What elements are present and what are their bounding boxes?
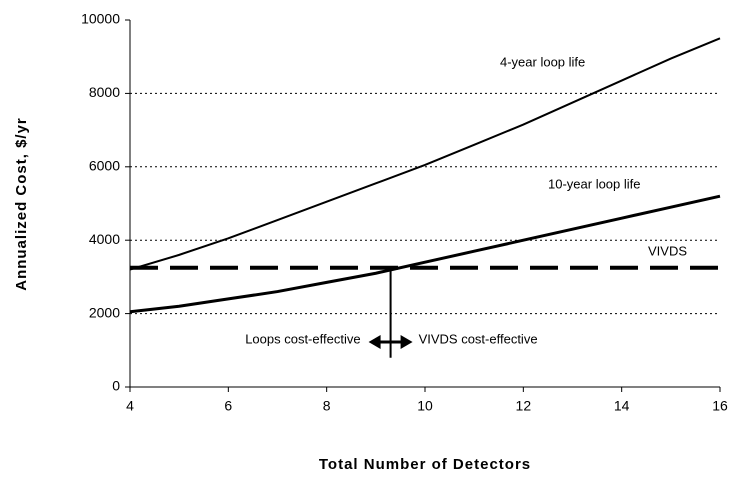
x-axis-title: Total Number of Detectors: [319, 456, 531, 473]
x-tick-label: 8: [323, 398, 331, 414]
arrow-head: [368, 335, 381, 349]
x-tick-label: 10: [417, 398, 433, 414]
y-axis-title: Annualized Cost, $/yr: [13, 117, 30, 291]
x-tick-label: 4: [126, 398, 134, 414]
series-line: [129, 194, 721, 314]
series-label: VIVDS: [648, 243, 687, 258]
y-tick-label: 10000: [81, 11, 120, 27]
y-tick-label: 4000: [89, 231, 120, 247]
x-tick-label: 6: [224, 398, 232, 414]
x-tick-label: 16: [712, 398, 728, 414]
series-label: 4-year loop life: [500, 54, 585, 69]
annotation: VIVDS cost-effective: [419, 331, 538, 346]
y-tick-label: 8000: [89, 84, 120, 100]
annotation: Loops cost-effective: [245, 331, 360, 346]
x-tick-label: 12: [516, 398, 532, 414]
y-tick-label: 2000: [89, 304, 120, 320]
y-tick-label: 0: [112, 378, 120, 394]
series-label: 10-year loop life: [548, 176, 641, 191]
arrow-head: [400, 335, 413, 349]
series-line: [129, 37, 721, 271]
y-tick-label: 6000: [89, 158, 120, 174]
x-tick-label: 14: [614, 398, 630, 414]
